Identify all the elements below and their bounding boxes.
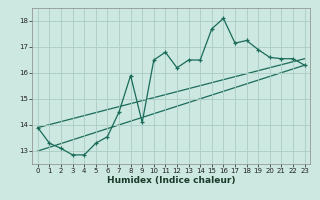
X-axis label: Humidex (Indice chaleur): Humidex (Indice chaleur)	[107, 176, 236, 185]
